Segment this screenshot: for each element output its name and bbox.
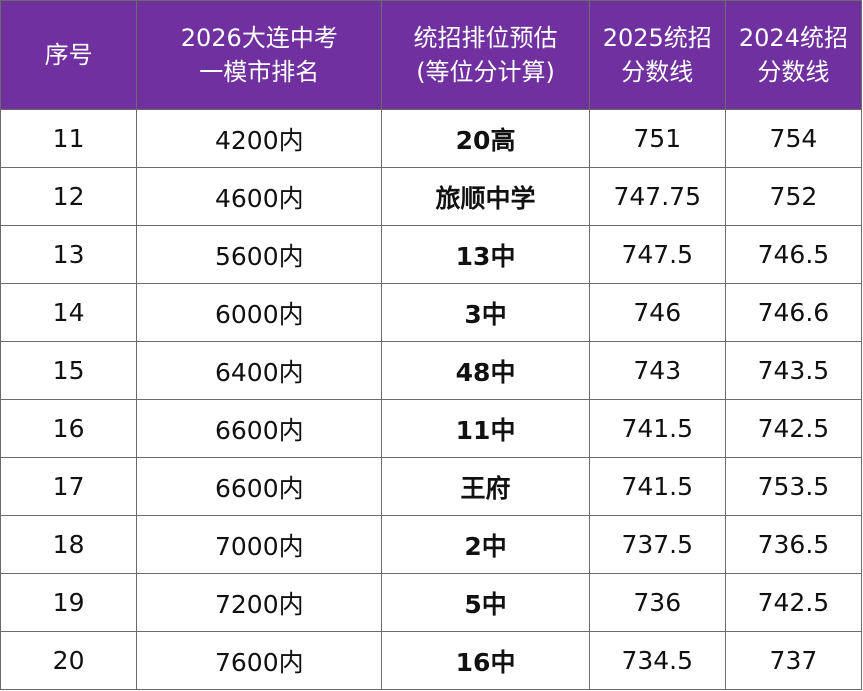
cell-serial-no: 15 bbox=[0, 341, 138, 400]
cell-mock-rank: 5600内 bbox=[136, 225, 383, 284]
table-row: 14 6000内 3中 746 746.6 bbox=[0, 283, 863, 342]
header-text-line: 分数线 bbox=[757, 58, 830, 86]
cell-school-name: 旅顺中学 bbox=[381, 167, 590, 226]
cell-serial-no: 16 bbox=[0, 399, 138, 458]
cell-mock-rank: 6000内 bbox=[136, 283, 383, 342]
cell-school-name: 20高 bbox=[381, 109, 590, 168]
cell-cutoff-2024: 746.5 bbox=[724, 225, 863, 284]
header-text-line: 一模市排名 bbox=[199, 58, 320, 86]
cell-cutoff-2025: 734.5 bbox=[588, 631, 726, 690]
table-body: 11 4200内 20高 751 754 12 4600内 旅顺中学 747.75 752 13 56… bbox=[0, 109, 863, 690]
table-row: 13 5600内 13中 747.5 746.5 bbox=[0, 225, 863, 284]
header-serial-no: 序号 bbox=[0, 0, 138, 110]
cell-cutoff-2025: 743 bbox=[588, 341, 726, 400]
cell-cutoff-2024: 754 bbox=[724, 109, 863, 168]
cell-school-name: 5中 bbox=[381, 573, 590, 632]
table-row: 19 7200内 5中 736 742.5 bbox=[0, 573, 863, 632]
cell-cutoff-2025: 747.75 bbox=[588, 167, 726, 226]
cell-cutoff-2025: 747.5 bbox=[588, 225, 726, 284]
cell-serial-no: 11 bbox=[0, 109, 138, 168]
header-text-line: 分数线 bbox=[621, 58, 694, 86]
cell-cutoff-2025: 751 bbox=[588, 109, 726, 168]
header-school-estimate: 统招排位预估 (等位分计算) bbox=[381, 0, 590, 110]
cell-cutoff-2025: 741.5 bbox=[588, 457, 726, 516]
header-text-line: 序号 bbox=[44, 41, 93, 69]
cell-serial-no: 17 bbox=[0, 457, 138, 516]
cell-serial-no: 14 bbox=[0, 283, 138, 342]
cell-school-name: 3中 bbox=[381, 283, 590, 342]
header-text-line: 2024统招 bbox=[738, 24, 848, 52]
cell-serial-no: 18 bbox=[0, 515, 138, 574]
cell-mock-rank: 7200内 bbox=[136, 573, 383, 632]
cell-cutoff-2025: 736 bbox=[588, 573, 726, 632]
header-text-line: 2026大连中考 bbox=[180, 24, 338, 52]
table-row: 17 6600内 王府 741.5 753.5 bbox=[0, 457, 863, 516]
cell-serial-no: 13 bbox=[0, 225, 138, 284]
cell-mock-rank: 7600内 bbox=[136, 631, 383, 690]
cell-school-name: 48中 bbox=[381, 341, 590, 400]
header-row: 序号 2026大连中考 一模市排名 统招排位预估 (等位分计算) 2025统招 分数线 202… bbox=[0, 0, 863, 110]
cell-cutoff-2024: 746.6 bbox=[724, 283, 863, 342]
header-text-line: (等位分计算) bbox=[416, 58, 555, 86]
cell-serial-no: 20 bbox=[0, 631, 138, 690]
cell-mock-rank: 6400内 bbox=[136, 341, 383, 400]
cell-school-name: 13中 bbox=[381, 225, 590, 284]
cell-cutoff-2024: 742.5 bbox=[724, 573, 863, 632]
cell-cutoff-2024: 737 bbox=[724, 631, 863, 690]
table-row: 15 6400内 48中 743 743.5 bbox=[0, 341, 863, 400]
table-row: 18 7000内 2中 737.5 736.5 bbox=[0, 515, 863, 574]
cell-mock-rank: 6600内 bbox=[136, 457, 383, 516]
cell-school-name: 王府 bbox=[381, 457, 590, 516]
header-cutoff-2025: 2025统招 分数线 bbox=[588, 0, 726, 110]
cell-cutoff-2024: 742.5 bbox=[724, 399, 863, 458]
cell-serial-no: 12 bbox=[0, 167, 138, 226]
header-cutoff-2024: 2024统招 分数线 bbox=[724, 0, 863, 110]
cell-cutoff-2024: 752 bbox=[724, 167, 863, 226]
cell-serial-no: 19 bbox=[0, 573, 138, 632]
cell-cutoff-2024: 736.5 bbox=[724, 515, 863, 574]
cell-mock-rank: 4600内 bbox=[136, 167, 383, 226]
table-header: 序号 2026大连中考 一模市排名 统招排位预估 (等位分计算) 2025统招 分数线 202… bbox=[0, 0, 863, 110]
cell-school-name: 16中 bbox=[381, 631, 590, 690]
cell-cutoff-2024: 753.5 bbox=[724, 457, 863, 516]
header-text-line: 统招排位预估 bbox=[413, 24, 558, 52]
cell-cutoff-2025: 741.5 bbox=[588, 399, 726, 458]
cell-mock-rank: 7000内 bbox=[136, 515, 383, 574]
table-row: 20 7600内 16中 734.5 737 bbox=[0, 631, 863, 690]
header-mock-rank: 2026大连中考 一模市排名 bbox=[136, 0, 383, 110]
header-text-line: 2025统招 bbox=[602, 24, 712, 52]
table-row: 12 4600内 旅顺中学 747.75 752 bbox=[0, 167, 863, 226]
cell-school-name: 2中 bbox=[381, 515, 590, 574]
cell-cutoff-2025: 746 bbox=[588, 283, 726, 342]
table-row: 11 4200内 20高 751 754 bbox=[0, 109, 863, 168]
cell-mock-rank: 4200内 bbox=[136, 109, 383, 168]
table-row: 16 6600内 11中 741.5 742.5 bbox=[0, 399, 863, 458]
cell-cutoff-2025: 737.5 bbox=[588, 515, 726, 574]
cell-school-name: 11中 bbox=[381, 399, 590, 458]
cell-cutoff-2024: 743.5 bbox=[724, 341, 863, 400]
cell-mock-rank: 6600内 bbox=[136, 399, 383, 458]
